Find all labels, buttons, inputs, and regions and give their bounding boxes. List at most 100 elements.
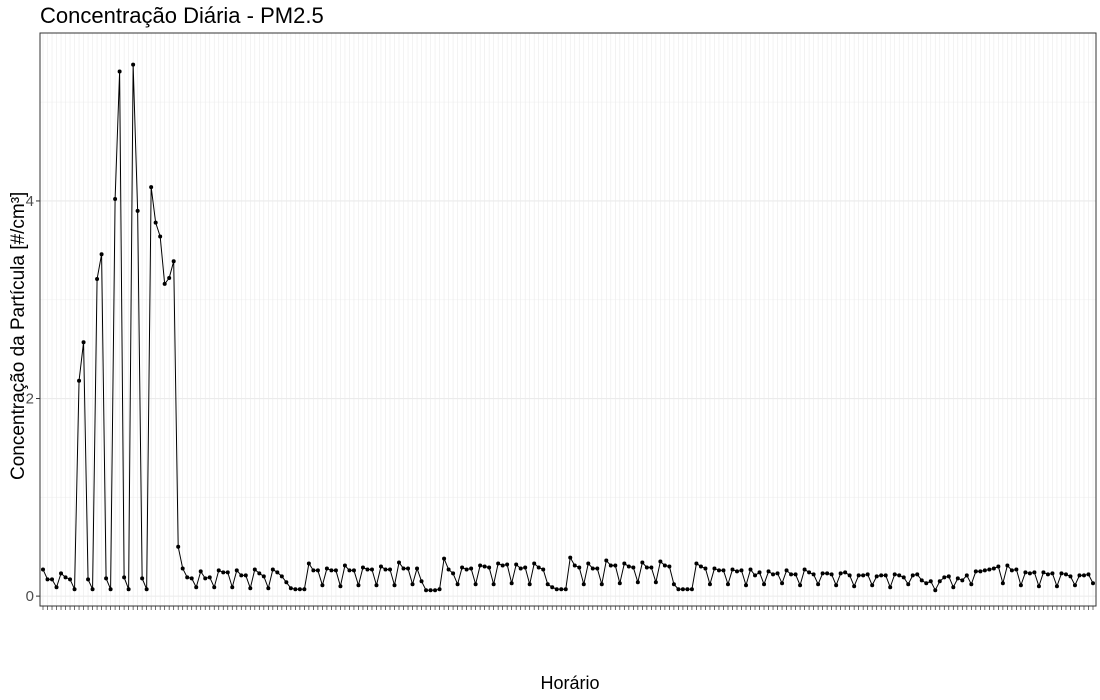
data-point xyxy=(879,573,884,578)
data-point xyxy=(194,585,199,590)
data-point xyxy=(712,566,717,571)
data-point xyxy=(433,588,438,593)
data-point xyxy=(915,572,920,577)
data-point xyxy=(329,568,334,573)
data-point xyxy=(374,583,379,588)
data-point xyxy=(68,577,73,582)
data-point xyxy=(406,566,411,571)
data-point xyxy=(324,566,329,571)
data-point xyxy=(1059,571,1064,576)
y-tick-label: 0 xyxy=(26,588,34,605)
data-point xyxy=(140,576,145,581)
data-point xyxy=(212,585,217,590)
data-point xyxy=(311,568,316,573)
data-point xyxy=(680,587,685,592)
data-point xyxy=(707,582,712,587)
data-point xyxy=(1086,572,1091,577)
data-point xyxy=(225,570,230,575)
data-point xyxy=(604,558,609,563)
data-point xyxy=(933,588,938,593)
data-point xyxy=(203,576,208,581)
data-point xyxy=(1041,570,1046,575)
data-point xyxy=(1009,568,1014,573)
data-point xyxy=(1018,583,1023,588)
data-point xyxy=(383,567,388,572)
data-point xyxy=(185,575,190,580)
data-point xyxy=(829,572,834,577)
data-point xyxy=(505,562,510,567)
data-point xyxy=(608,563,613,568)
y-tick-label: 2 xyxy=(26,391,34,408)
data-point xyxy=(397,560,402,565)
data-point xyxy=(478,563,483,568)
data-point xyxy=(338,584,343,589)
data-point xyxy=(599,582,604,587)
data-point xyxy=(1027,571,1032,576)
data-point xyxy=(81,340,86,345)
data-point xyxy=(288,586,293,591)
data-point xyxy=(293,587,298,592)
data-point xyxy=(342,563,347,568)
data-point xyxy=(135,208,140,213)
data-point xyxy=(730,567,735,572)
data-point xyxy=(514,562,519,567)
data-point xyxy=(734,569,739,574)
data-point xyxy=(919,578,924,583)
data-point xyxy=(464,567,469,572)
data-point xyxy=(987,567,992,572)
data-point xyxy=(910,573,915,578)
data-point xyxy=(509,581,514,586)
data-point xyxy=(77,378,82,383)
data-point xyxy=(964,573,969,578)
data-point xyxy=(266,586,271,591)
data-point xyxy=(216,568,221,573)
panel-background xyxy=(40,33,1096,606)
data-point xyxy=(563,587,568,592)
data-point xyxy=(392,583,397,588)
data-point xyxy=(698,564,703,569)
data-point xyxy=(725,582,730,587)
data-point xyxy=(460,565,465,570)
data-point xyxy=(442,556,447,561)
data-point xyxy=(284,580,289,585)
data-point xyxy=(86,577,91,582)
data-point xyxy=(581,582,586,587)
data-point xyxy=(834,583,839,588)
data-point xyxy=(861,573,866,578)
data-point xyxy=(640,560,645,565)
data-point xyxy=(131,62,136,67)
data-point xyxy=(491,582,496,587)
data-point xyxy=(63,575,68,580)
data-point xyxy=(554,587,559,592)
data-point xyxy=(572,563,577,568)
data-point xyxy=(279,574,284,579)
data-point xyxy=(428,588,433,593)
data-point xyxy=(257,571,262,576)
data-point xyxy=(527,582,532,587)
data-point xyxy=(198,569,203,574)
data-point xyxy=(302,587,307,592)
data-point xyxy=(568,555,573,560)
data-point xyxy=(550,585,555,590)
data-point xyxy=(360,565,365,570)
data-point xyxy=(577,565,582,570)
data-point xyxy=(928,579,933,584)
data-point xyxy=(54,585,59,590)
data-point xyxy=(261,574,266,579)
data-point xyxy=(978,569,983,574)
data-point xyxy=(847,573,852,578)
data-point xyxy=(180,566,185,571)
data-point xyxy=(960,578,965,583)
data-point xyxy=(671,582,676,587)
data-point xyxy=(802,567,807,572)
data-point xyxy=(617,581,622,586)
data-point xyxy=(437,587,442,592)
data-point xyxy=(775,571,780,576)
data-point xyxy=(117,69,122,74)
data-point xyxy=(703,566,708,571)
data-point xyxy=(455,582,460,587)
data-point xyxy=(410,582,415,587)
data-point xyxy=(487,565,492,570)
data-point xyxy=(991,566,996,571)
